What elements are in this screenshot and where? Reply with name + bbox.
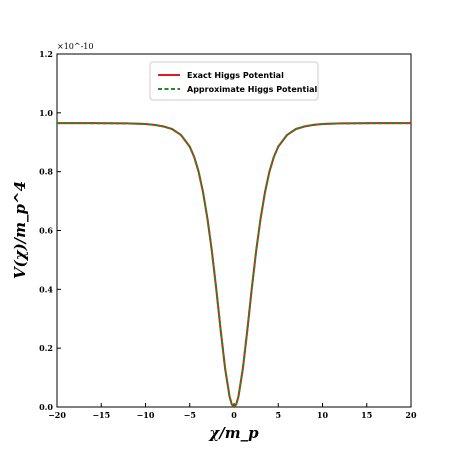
x-tick-label: 5 xyxy=(275,410,281,420)
legend-label-exact: Exact Higgs Potential xyxy=(187,71,284,80)
y-tick-label: 0.6 xyxy=(39,226,53,236)
x-tick-label: 0 xyxy=(231,410,237,420)
y-tick-label: 0.0 xyxy=(39,402,53,412)
series-line-exact xyxy=(57,122,411,408)
y-tick-label: 1.2 xyxy=(39,49,53,59)
series-lines xyxy=(57,122,411,408)
legend-box xyxy=(149,61,319,101)
legend: Exact Higgs Potential Approximate Higgs … xyxy=(149,61,319,101)
y-tick-label: 0.2 xyxy=(39,343,53,353)
x-tick-label: −20 xyxy=(48,410,66,420)
y-axis-label: V(χ)/m_p^4 xyxy=(11,181,29,279)
x-tick-label: −5 xyxy=(184,410,196,420)
series-line-approximate xyxy=(57,122,411,408)
y-axis-ticks: 0.0 0.2 0.4 0.6 0.8 1.0 1.2 xyxy=(39,49,61,412)
x-axis-ticks: −20 −15 −10 −5 0 5 10 15 20 xyxy=(48,403,417,420)
plot-frame xyxy=(56,53,412,408)
x-tick-label: 20 xyxy=(405,410,417,420)
x-tick-label: −10 xyxy=(137,410,155,420)
x-axis-label: χ/m_p xyxy=(208,424,259,442)
y-scale-offset: ×10^-10 xyxy=(57,42,93,51)
legend-label-approx: Approximate Higgs Potential xyxy=(187,85,317,94)
x-tick-label: 10 xyxy=(317,410,329,420)
x-tick-label: 15 xyxy=(361,410,372,420)
y-tick-label: 1.0 xyxy=(39,108,53,118)
y-tick-label: 0.4 xyxy=(39,284,53,294)
x-tick-label: −15 xyxy=(92,410,110,420)
y-tick-label: 0.8 xyxy=(39,167,53,177)
